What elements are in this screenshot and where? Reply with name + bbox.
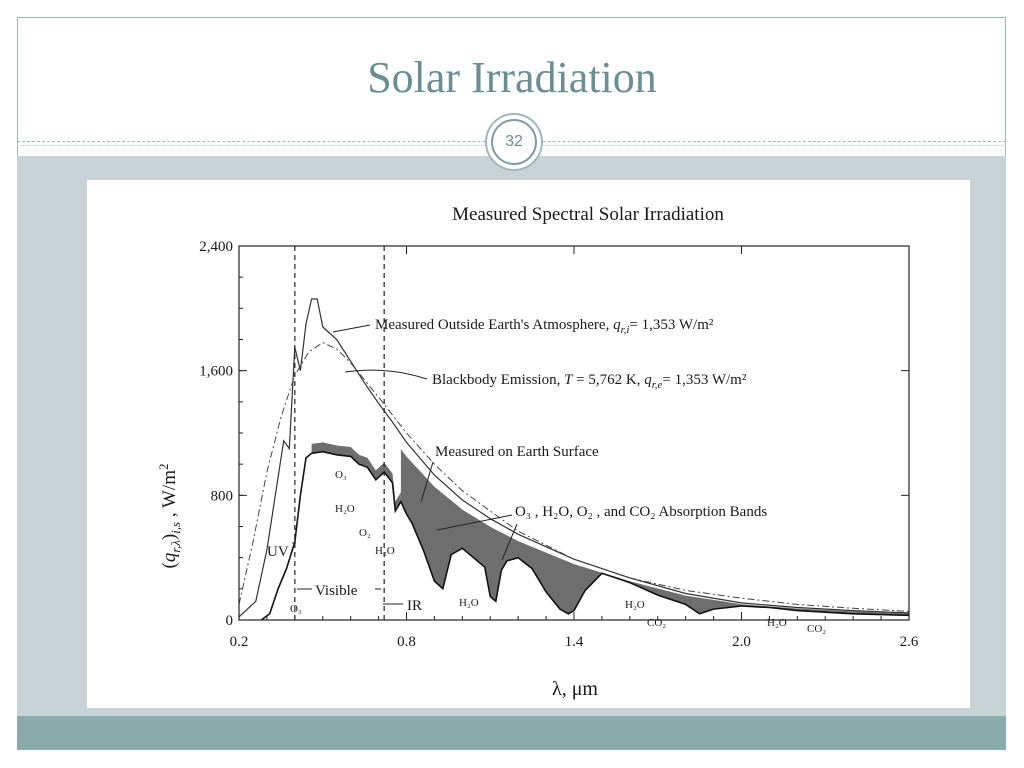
leader-surface [420,461,434,503]
svg-text:Blackbody Emission, T: Blackbody Emission, T = 5,762 K, qr,e= 1… [432,372,747,391]
ir-label: IR [407,598,422,614]
blackbody-label-T: T [564,372,574,388]
outside-label-text: Measured Outside Earth's Atmosphere, [375,317,609,333]
footer-bar [17,716,1006,750]
series-outside-atmosphere [238,298,910,618]
leader-bands-a [436,514,513,531]
co2-label-b: CO₂ [807,623,826,635]
x-tick-label: 0.2 [230,634,249,650]
co2-label-a: CO₂ [647,617,666,629]
blackbody-label-mid: = 5,762 K, [576,372,640,388]
visible-label: Visible [315,583,358,599]
y-tick-label: 0 [226,613,234,629]
x-tick-label: 1.4 [565,634,584,650]
y-axis-label: (qr,λ)i,s , W/m2 [156,464,183,569]
h2o-label-c: H₂O [459,597,479,609]
outside-label-tail: = 1,353 W/m² [629,317,713,333]
blackbody-label-sub: r,e [652,379,663,391]
series-earth-surface [260,450,910,621]
page-number: 32 [491,119,537,165]
o2-label: O₂ [359,527,371,539]
h2o-label-b: H₂O [375,545,395,557]
series-blackbody [238,342,910,612]
x-tick-label: 0.8 [397,634,416,650]
o3-top-label: O₃ [335,469,347,481]
o3-bottom-label: O₃ [290,603,302,615]
h2o-label-a: H₂O [335,503,355,515]
outside-label-q: q [613,317,621,333]
solar-irradiation-chart: Measured Spectral Solar Irradiation 0.2 0… [156,204,919,700]
page-number-badge: 32 [485,113,543,171]
h2o-label-e: H₂O [767,617,787,629]
y-tick-label: 1,600 [199,364,233,380]
blackbody-label-q: q [644,372,652,388]
absorption-band-fill [400,449,909,616]
x-tick-label: 2.6 [900,634,919,650]
blackbody-label: Blackbody Emission, T = 5,762 K, qr,e= 1… [432,372,747,391]
svg-text:Measured Outside Earth's Atmos: Measured Outside Earth's Atmosphere, qr,… [375,317,714,336]
surface-label: Measured on Earth Surface [435,444,599,460]
y-tick-label: 800 [211,488,234,504]
leader-blackbody [344,369,428,380]
slide-title: Solar Irradiation [367,53,657,102]
uv-label: UV [267,544,289,560]
leader-outside [332,324,371,333]
leader-lines [292,324,518,605]
outside-label-sub: r,i [621,324,630,336]
y-axis-label-group: (qr,λ)i,s , W/m2 [156,464,183,569]
outside-label: Measured Outside Earth's Atmosphere, qr,… [375,317,714,336]
leader-bands-b [501,523,518,561]
ozone-band-fill [311,442,401,511]
h2o-label-d: H₂O [625,599,645,611]
chart-title: Measured Spectral Solar Irradiation [452,204,724,225]
plot-frame [238,245,910,621]
axes-layer: 0.2 0.8 1.4 2.0 2.6 0 800 1,600 2,400 [199,239,919,650]
absorption-fill-layer [311,442,909,616]
bands-label: O₃ , H₂O, O₂ , and CO₂ Absorption Bands [515,504,767,520]
x-axis-label: λ, μm [552,678,598,700]
blackbody-label-tail: = 1,353 W/m² [662,372,746,388]
chart-panel: Measured Spectral Solar Irradiation 0.2 0… [87,180,970,708]
blackbody-label-text: Blackbody Emission, [432,372,560,388]
y-tick-label: 2,400 [199,239,233,255]
x-tick-label: 2.0 [732,634,751,650]
series-layer [238,298,910,621]
